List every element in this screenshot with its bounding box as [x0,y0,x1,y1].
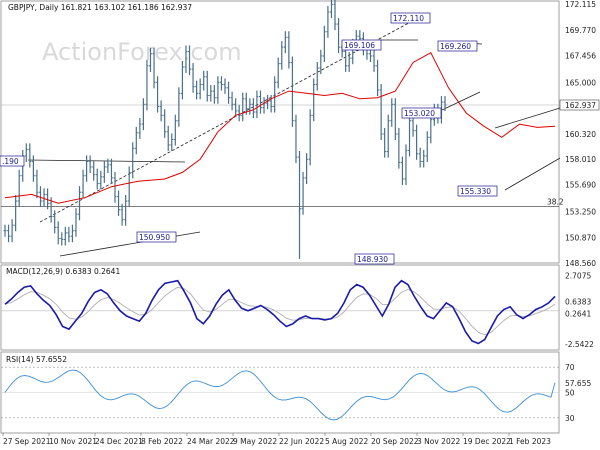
x-tick-label: 22 Jun 2022 [279,437,324,446]
rsi-label: RSI(14) 57.6552 [6,355,67,364]
x-tick-label: 10 Nov 2021 [49,437,97,446]
price-annotation-box [0,155,25,167]
price-annotation-label: 172.110 [393,14,424,23]
price-annotation-box [401,107,442,119]
price-annotation-label: 148.930 [357,255,388,264]
macd-tick-label: -2.5422 [565,340,594,349]
price-annotation-box [457,185,498,197]
price-tick-label: 169.770 [565,26,596,35]
rsi-tick-label: 50 [565,389,575,398]
macd-lines [1,279,559,345]
x-tick-label: 19 Dec 2022 [463,437,511,446]
price-tick-label: 167.456 [565,51,596,60]
macd-tick-label: 0.2641 [565,309,591,318]
price-tick-label: 153.250 [565,207,596,216]
price-tick-label: 172.115 [565,0,596,9]
rsi-tick-label: 70 [565,363,575,372]
macd-label: MACD(12,26,9) 0.6383 0.2641 [6,267,120,276]
price-tick-label: 148.560 [565,259,596,268]
last-price-box [559,99,600,111]
x-tick-label: 27 Sep 2021 [3,437,51,446]
price-annotation-label: 169.260 [440,42,471,51]
price-annotation-box [437,40,478,52]
price-annotations: 172.110 169.106 169.260 153.020 155.330 150.9… [0,12,498,265]
price-tick-label: 160.320 [565,130,596,139]
price-annotation-box [341,39,382,51]
macd-line [4,279,556,345]
fib-level-label: 38.2 [547,198,564,207]
x-tick-label: 5 Aug 2022 [325,437,368,446]
price-tick-label: 150.870 [565,234,596,243]
y-axis-price: 172.115 169.770 167.456 165.000 162.937 160.3… [559,0,600,268]
x-tick-label: 20 Sep 2022 [371,437,419,446]
trend-line [504,157,561,191]
sma-line [4,52,556,204]
rsi-tick-label: 30 [565,414,575,423]
price-tick-label: 158.010 [565,155,596,164]
price-lines [3,0,561,259]
price-tick-label: 155.690 [565,181,596,190]
price-annotation-box [354,253,395,265]
x-tick-label: 9 May 2022 [233,437,277,446]
x-tick-label: 1 Feb 2023 [509,437,551,446]
price-annotation-label: 155.330 [460,187,491,196]
price-annotation-label: 169.106 [344,41,375,50]
macd-panel-frame [0,264,560,351]
watermark: ActionForex.com [42,38,242,66]
x-tick-label: 8 Feb 2022 [141,437,183,446]
trend-line [494,107,561,129]
macd-tick-label: 0.6383 [565,297,591,306]
x-tick-label: 3 Nov 2022 [417,437,460,446]
chart-header-title: GBPJPY, Daily 161.821 163.102 161.186 16… [8,3,192,12]
x-tick-label: 24 Mar 2022 [187,437,235,446]
price-tick-label: 165.000 [565,78,596,87]
trend-line [27,159,186,163]
rsi-tick-label: 57.655 [565,379,591,388]
price-annotation-box [136,231,177,243]
price-annotation-label: .190 [2,157,19,166]
trend-line [39,17,419,223]
trend-line [441,91,481,111]
x-tick-label: 24 Dec 2021 [95,437,143,446]
price-tick-label: 162.937 [565,101,596,110]
price-grid: 38.2 [1,104,564,207]
chart-symbol: GBPJPY [8,3,35,12]
y-axis-macd: 2.7075 0.6383 0.2641 -2.5422 [565,271,594,349]
chart-timeframe: Daily [39,3,59,12]
rsi-line [4,369,556,421]
macd-signal-line [4,286,556,336]
trend-line [59,231,201,257]
rsi-lines [1,366,559,421]
price-annotation-label: 150.950 [139,233,170,242]
price-annotation-label: 153.020 [404,109,435,118]
price-annotation-box [390,12,431,24]
chart-header-values: 161.821 163.102 161.186 162.937 [61,3,192,12]
macd-tick-label: 2.7075 [565,271,591,280]
